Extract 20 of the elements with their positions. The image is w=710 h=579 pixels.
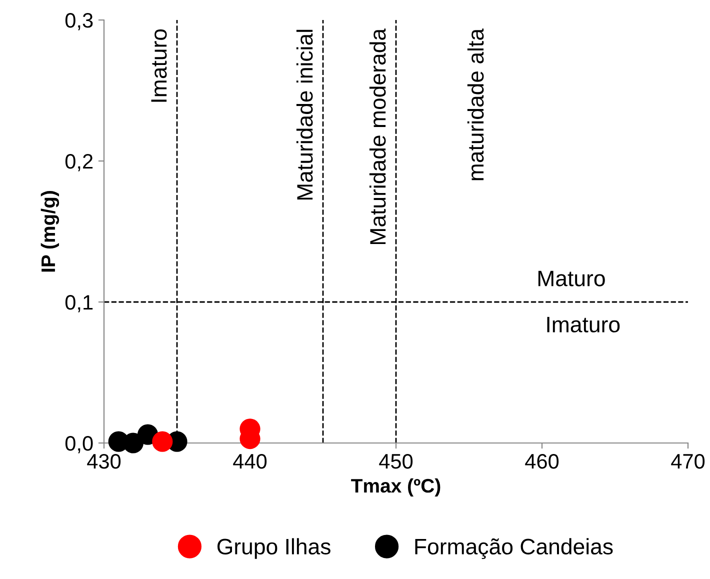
x-axis-title: Tmax (ºC) — [351, 478, 440, 497]
y-tick-label: 0,3 — [65, 13, 93, 30]
x-tick-label: 470 — [671, 454, 705, 469]
point — [152, 431, 173, 452]
y-tick-label: 0,2 — [65, 154, 93, 172]
y-tick-label: 0,1 — [65, 295, 93, 312]
x-tick-label: 440 — [233, 454, 267, 469]
x-tick-label: 450 — [379, 454, 413, 469]
annotation: Imaturo — [547, 316, 620, 332]
ref-line-label: Maturo — [538, 270, 605, 286]
legend-label: Grupo Ilhas — [217, 538, 330, 559]
x-tick-label: 430 — [87, 454, 121, 469]
annotation: maturidade alta — [467, 28, 484, 180]
y-tick-label: 0,0 — [65, 436, 93, 454]
ref-line-label: Imaturo — [151, 29, 167, 102]
ref-line-label: Maturidade moderada — [369, 28, 386, 244]
x-tick-label: 460 — [525, 454, 559, 469]
ref-line-label: Maturidade inicial — [296, 30, 313, 200]
y-axis-title: IP (mg/g) — [40, 191, 60, 272]
legend-label: Formação Candeias — [415, 538, 613, 559]
